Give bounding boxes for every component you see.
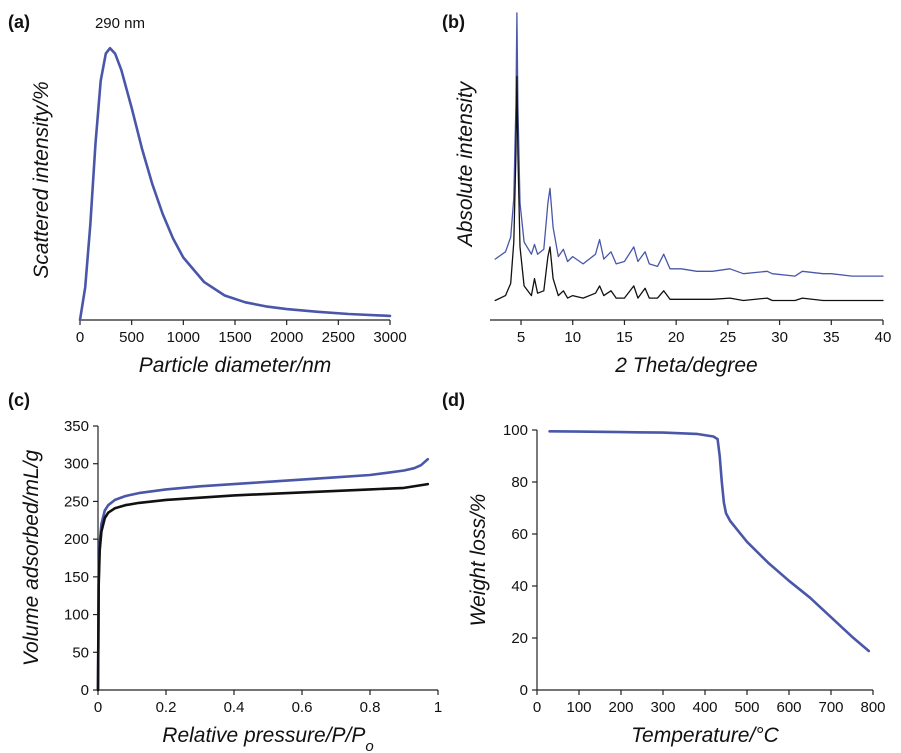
panel-label: (a): [8, 12, 30, 32]
panel-label: (d): [442, 390, 465, 410]
chart-panel-b: (b) 5 10 15 20 25 30 35 40 2 Theta/degree Absolute…: [442, 12, 891, 377]
y-axis-title: Scattered intensity/%: [30, 81, 53, 278]
series-line-blue: [96, 457, 430, 692]
x-tick-label: 700: [818, 699, 843, 716]
y-axis-title: Absolute intensity: [454, 80, 477, 248]
y-tick-label: 300: [64, 456, 89, 473]
x-tick-label: 2000: [270, 329, 303, 346]
series-line-blue: [548, 429, 871, 653]
x-tick-label: 0.6: [292, 699, 313, 716]
x-axis-title: 2 Theta/degree: [614, 354, 757, 377]
x-axis-title: Temperature/°C: [631, 724, 780, 747]
y-tick-label: 0: [81, 682, 89, 699]
y-tick-label: 100: [503, 422, 528, 439]
x-tick-label: 500: [734, 699, 759, 716]
x-tick-label: 500: [119, 329, 144, 346]
x-tick-label: 100: [566, 699, 591, 716]
x-tick-label: 600: [776, 699, 801, 716]
x-tick-label: 1000: [167, 329, 200, 346]
y-tick-label: 200: [64, 531, 89, 548]
x-tick-label: 300: [650, 699, 675, 716]
x-tick-label: 10: [564, 329, 581, 346]
x-tick-label: 20: [668, 329, 685, 346]
panel-label: (c): [8, 390, 30, 410]
x-tick-label: 0: [533, 699, 541, 716]
peak-annotation: 290 nm: [95, 15, 145, 32]
y-tick-label: 50: [72, 644, 89, 661]
x-tick-label: 0: [94, 699, 102, 716]
y-tick-label: 150: [64, 569, 89, 586]
x-tick-label: 30: [771, 329, 788, 346]
series-line-blue: [494, 12, 884, 277]
x-tick-label: 40: [875, 329, 892, 346]
y-tick-label: 60: [511, 526, 528, 543]
x-tick-label: 1500: [218, 329, 251, 346]
y-axis-title: Volume adsorbed/mL/g: [20, 450, 43, 667]
series-line-blue: [78, 46, 392, 322]
x-tick-label: 0.4: [224, 699, 245, 716]
y-tick-label: 40: [511, 578, 528, 595]
y-axis-title: Weight loss/%: [467, 494, 490, 627]
y-tick-label: 100: [64, 607, 89, 624]
x-axis-title: Relative pressure/P/Po: [162, 724, 373, 753]
series-line-black: [494, 75, 884, 302]
chart-panel-d: (d) 0 100 200 300 400 500 600 700 800 0 20 40 60 80 100…: [442, 390, 886, 747]
x-tick-label: 0.8: [360, 699, 381, 716]
x-tick-label: 800: [860, 699, 885, 716]
x-tick-label: 25: [720, 329, 737, 346]
x-tick-label: 400: [692, 699, 717, 716]
x-tick-label: 0: [76, 329, 84, 346]
y-tick-label: 250: [64, 493, 89, 510]
x-tick-label: 15: [616, 329, 633, 346]
series-line-black: [96, 482, 430, 692]
x-tick-label: 0.2: [156, 699, 177, 716]
panel-label: (b): [442, 12, 465, 32]
x-tick-label: 35: [823, 329, 840, 346]
y-tick-label: 80: [511, 474, 528, 491]
x-axis-title: Particle diameter/nm: [139, 354, 332, 377]
x-tick-label: 3000: [373, 329, 406, 346]
x-axis-title-subscript: o: [365, 738, 373, 753]
x-tick-label: 1: [434, 699, 442, 716]
x-tick-label: 5: [517, 329, 525, 346]
chart-panel-a: (a) 0 500 1000 1500 2000 2500 3000 Particle diam…: [8, 12, 407, 377]
y-tick-label: 350: [64, 418, 89, 435]
chart-panel-c: (c) 0 0.2 0.4 0.6 0.8 1 0 50 100 150 200 250 300 350 Re…: [8, 390, 442, 753]
x-tick-label: 2500: [322, 329, 355, 346]
x-tick-label: 200: [608, 699, 633, 716]
y-tick-label: 0: [520, 682, 528, 699]
y-tick-label: 20: [511, 630, 528, 647]
